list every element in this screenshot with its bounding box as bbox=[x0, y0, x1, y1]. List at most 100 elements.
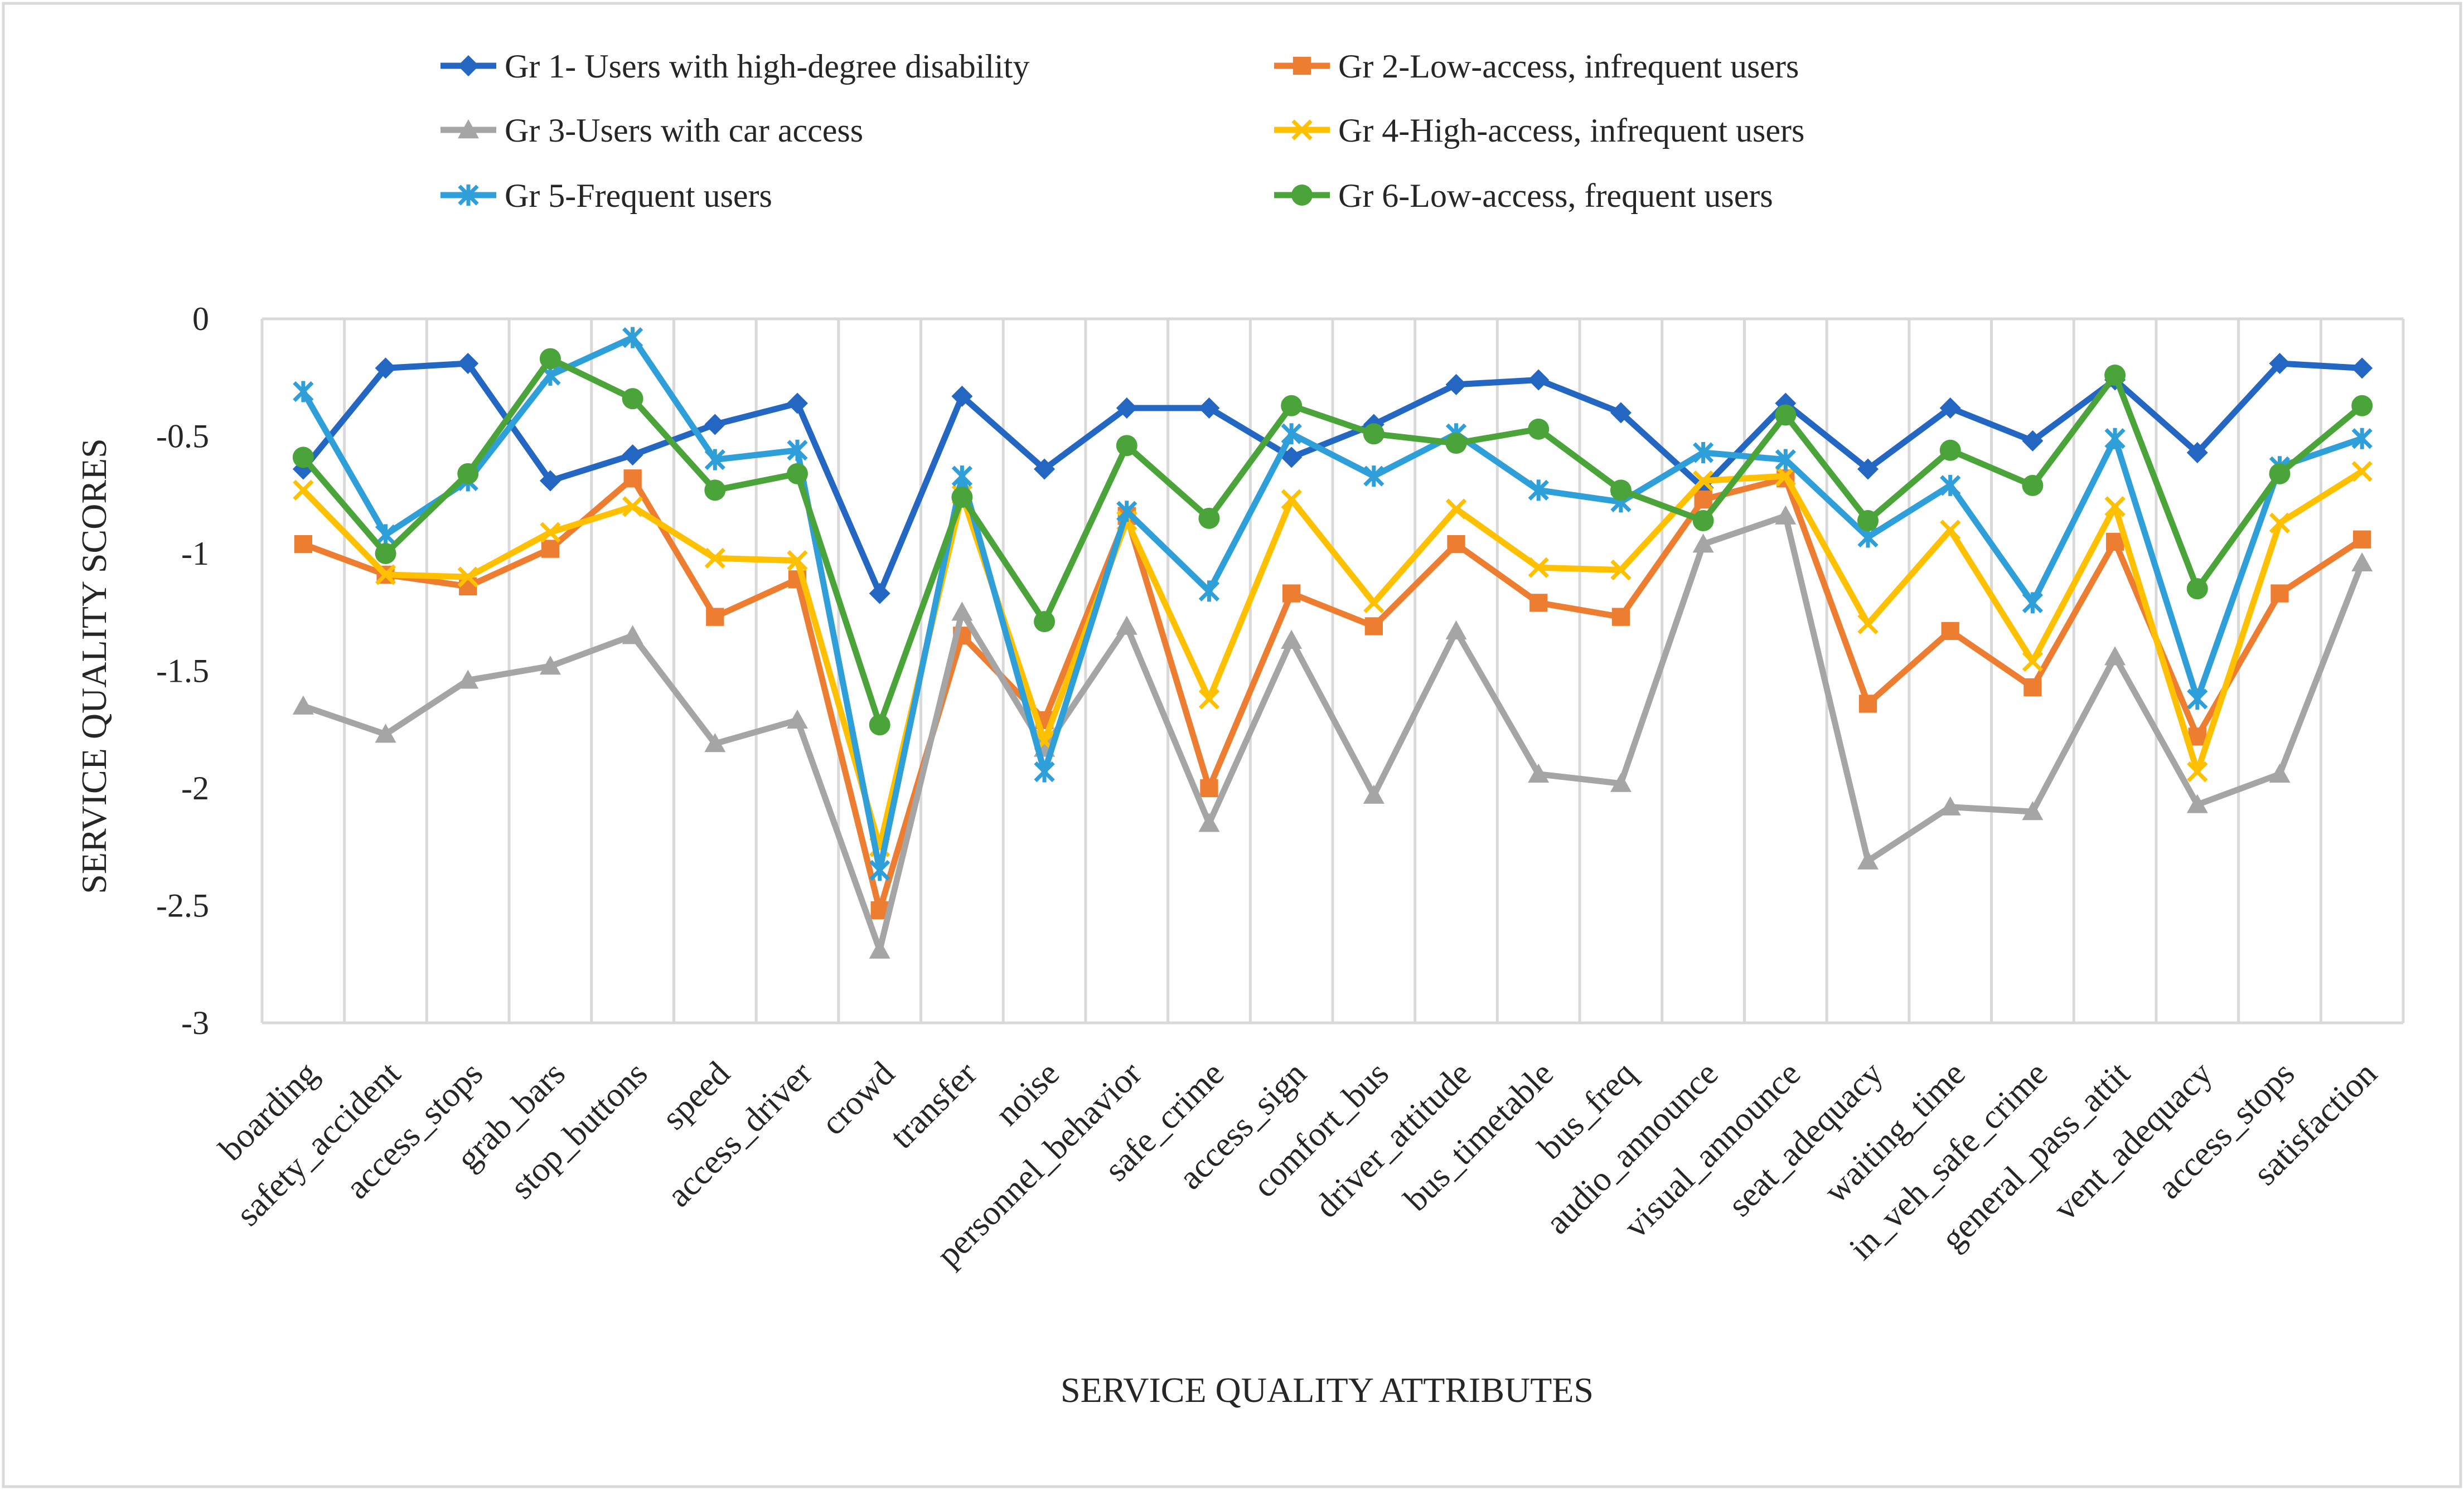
data-point bbox=[2104, 428, 2126, 449]
series-line bbox=[300, 475, 2365, 914]
legend-item: Gr 2-Low-access, infrequent users bbox=[1274, 48, 1799, 85]
data-point bbox=[2269, 352, 2291, 374]
y-tick-label: -1.5 bbox=[156, 653, 209, 690]
data-point bbox=[541, 540, 560, 558]
data-point bbox=[375, 357, 396, 379]
data-point bbox=[1281, 395, 1303, 416]
data-point bbox=[375, 524, 396, 546]
data-point bbox=[1528, 418, 1550, 440]
data-point bbox=[457, 566, 478, 588]
data-point bbox=[2351, 461, 2373, 482]
data-point bbox=[459, 577, 477, 596]
data-point bbox=[2271, 584, 2289, 603]
data-point bbox=[2186, 578, 2208, 600]
data-point bbox=[787, 392, 808, 414]
data-point bbox=[293, 479, 314, 501]
data-point bbox=[869, 714, 890, 736]
data-point bbox=[787, 439, 808, 461]
data-point bbox=[1363, 784, 1385, 804]
data-point bbox=[539, 656, 561, 675]
data-point bbox=[1941, 622, 1959, 640]
data-point bbox=[375, 543, 396, 564]
data-point bbox=[869, 939, 890, 959]
y-tick-label: -2.5 bbox=[156, 887, 209, 924]
data-point bbox=[1281, 423, 1302, 445]
data-point bbox=[539, 348, 561, 370]
legend-label: Gr 6-Low-access, frequent users bbox=[1338, 177, 1773, 214]
data-point bbox=[2351, 552, 2373, 572]
series-line bbox=[300, 360, 2365, 597]
legend-label: Gr 1- Users with high-degree disability bbox=[505, 48, 1029, 85]
data-point bbox=[623, 469, 642, 488]
legend-label: Gr 4-High-access, infrequent users bbox=[1338, 112, 1804, 149]
data-point bbox=[1116, 435, 1137, 457]
data-point bbox=[457, 669, 479, 689]
y-tick-label: 0 bbox=[192, 300, 209, 337]
y-tick-label: -3 bbox=[181, 1004, 209, 1041]
data-point bbox=[1281, 489, 1302, 510]
data-point bbox=[2269, 763, 2291, 783]
data-point bbox=[1528, 479, 1549, 501]
data-point bbox=[622, 327, 643, 348]
data-point bbox=[951, 465, 973, 487]
data-point bbox=[706, 608, 724, 626]
series-line bbox=[300, 334, 2365, 873]
data-point bbox=[1034, 611, 1056, 633]
data-point bbox=[1281, 629, 1303, 649]
data-point bbox=[1692, 510, 1714, 532]
data-point bbox=[1200, 779, 1218, 798]
data-point bbox=[1610, 479, 1632, 501]
data-point bbox=[2269, 512, 2291, 533]
series-group bbox=[292, 327, 2373, 959]
data-point bbox=[2022, 474, 2044, 496]
data-point bbox=[458, 185, 479, 206]
data-point bbox=[869, 583, 890, 604]
data-point bbox=[375, 564, 396, 585]
data-point bbox=[1692, 470, 1714, 492]
y-tick-label: -1 bbox=[181, 535, 209, 572]
data-point bbox=[951, 385, 973, 407]
data-point bbox=[1363, 465, 1385, 487]
x-axis-title: SERVICE QUALITY ATTRIBUTES bbox=[1061, 1370, 1594, 1410]
legend-item: Gr 3-Users with car access bbox=[440, 112, 863, 149]
data-point bbox=[1281, 446, 1303, 468]
data-point bbox=[1775, 449, 1796, 470]
data-point bbox=[951, 601, 973, 621]
series-gr6 bbox=[292, 348, 2373, 736]
data-point bbox=[1694, 491, 1712, 509]
data-point bbox=[2022, 592, 2044, 614]
data-point bbox=[2186, 441, 2208, 463]
data-point bbox=[1034, 761, 1055, 783]
data-point bbox=[1939, 397, 1961, 419]
data-point bbox=[1529, 594, 1548, 612]
legend: Gr 1- Users with high-degree disability G… bbox=[440, 48, 1804, 214]
data-point bbox=[375, 724, 396, 743]
data-point bbox=[1610, 402, 1632, 424]
data-point bbox=[1292, 56, 1311, 75]
data-point bbox=[2104, 646, 2126, 666]
data-point bbox=[787, 463, 808, 484]
y-tick-label: -2 bbox=[181, 770, 209, 807]
data-point bbox=[1939, 796, 1961, 816]
data-point bbox=[1198, 580, 1220, 602]
data-point bbox=[1116, 615, 1137, 635]
data-point bbox=[294, 535, 312, 554]
data-point bbox=[1198, 507, 1220, 529]
data-point bbox=[1528, 763, 1550, 783]
data-point bbox=[1447, 535, 1465, 554]
data-point bbox=[704, 733, 726, 753]
data-point bbox=[951, 486, 973, 508]
legend-label: Gr 2-Low-access, infrequent users bbox=[1338, 48, 1799, 85]
data-point bbox=[1775, 404, 1797, 426]
legend-item: Gr 5-Frequent users bbox=[440, 177, 772, 214]
data-point bbox=[1692, 533, 1714, 553]
data-point bbox=[2353, 530, 2371, 549]
data-point bbox=[292, 695, 314, 715]
data-point bbox=[622, 388, 643, 410]
data-point bbox=[1940, 520, 1961, 541]
data-point bbox=[1610, 773, 1632, 792]
series-line bbox=[300, 513, 2365, 953]
data-point bbox=[1528, 557, 1549, 578]
data-point bbox=[1858, 695, 1877, 713]
